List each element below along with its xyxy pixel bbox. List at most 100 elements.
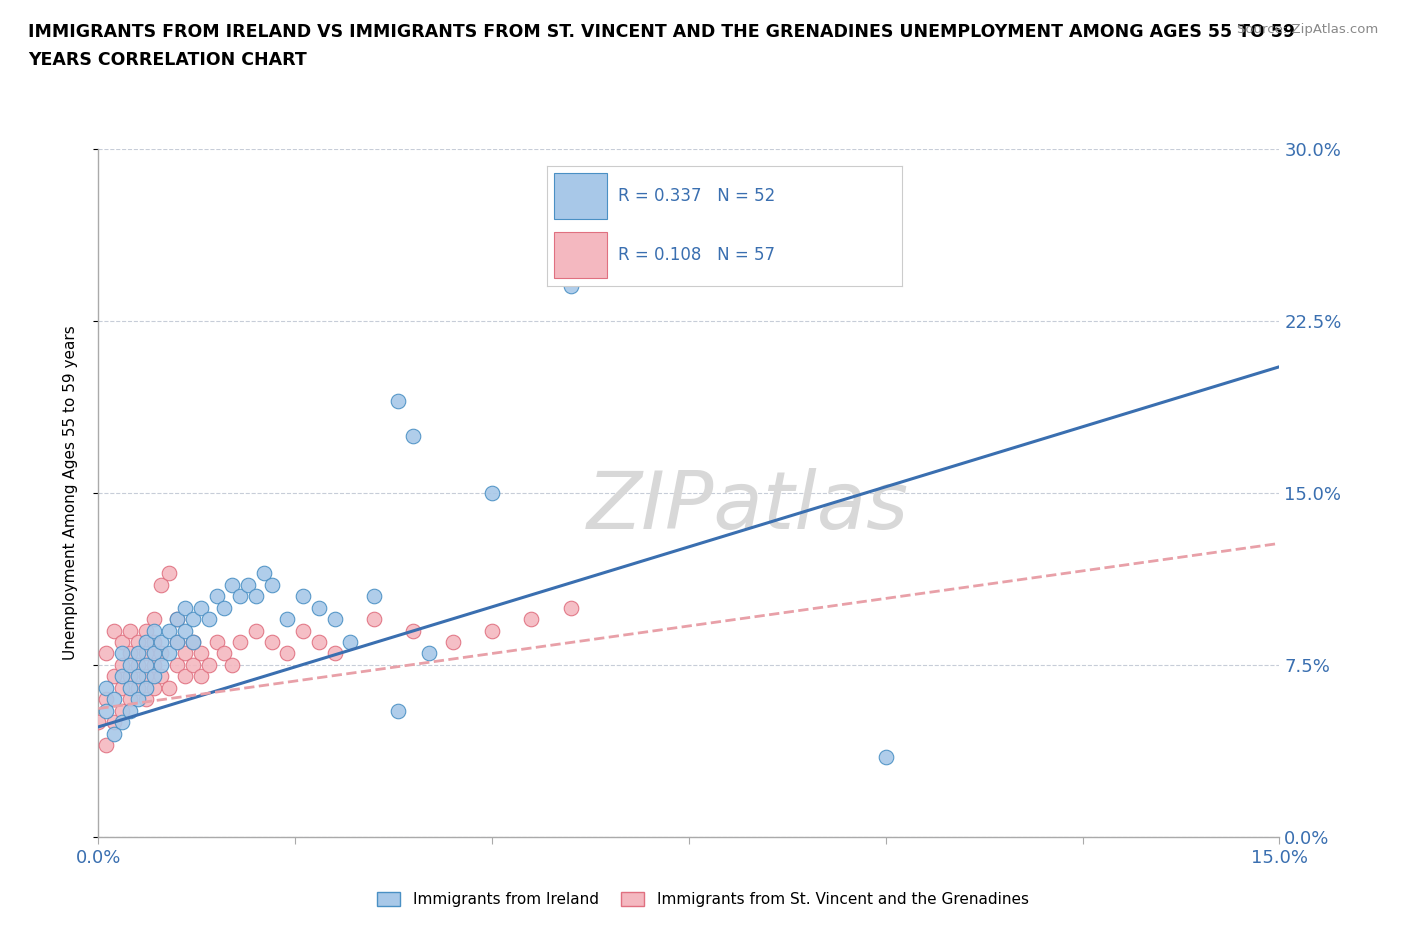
Point <box>214 646 236 661</box>
Point <box>96 737 118 752</box>
Point <box>111 681 134 696</box>
Point <box>418 646 440 661</box>
Point <box>118 658 141 672</box>
Point <box>118 692 141 707</box>
Point <box>135 658 157 672</box>
Point <box>135 646 157 661</box>
Point <box>142 681 165 696</box>
Point <box>150 658 173 672</box>
Point <box>96 646 118 661</box>
Point <box>135 692 157 707</box>
Point <box>197 658 219 672</box>
Point <box>166 634 188 649</box>
Point <box>96 703 118 718</box>
Point <box>111 646 134 661</box>
Point <box>276 646 298 661</box>
Point <box>197 612 219 627</box>
Point <box>481 623 503 638</box>
Point <box>875 750 897 764</box>
Point <box>292 623 315 638</box>
Point <box>174 623 197 638</box>
Point <box>103 692 125 707</box>
Point <box>166 634 188 649</box>
Point <box>96 692 118 707</box>
Point <box>127 681 149 696</box>
Point <box>166 612 188 627</box>
Point <box>96 681 118 696</box>
Point <box>339 634 361 649</box>
Point <box>150 646 173 661</box>
Point <box>481 485 503 500</box>
Text: YEARS CORRELATION CHART: YEARS CORRELATION CHART <box>28 51 307 69</box>
Point <box>205 589 228 604</box>
Point <box>150 578 173 592</box>
Point <box>190 646 212 661</box>
Point <box>402 428 425 443</box>
Point <box>127 646 149 661</box>
Point <box>323 612 346 627</box>
Point <box>387 703 409 718</box>
Point <box>253 565 276 580</box>
Point <box>323 646 346 661</box>
Point <box>190 600 212 615</box>
Point <box>111 634 134 649</box>
Point <box>135 669 157 684</box>
Point <box>229 634 252 649</box>
Point <box>111 703 134 718</box>
Point <box>245 623 267 638</box>
Point <box>142 612 165 627</box>
Point <box>276 612 298 627</box>
Point <box>142 623 165 638</box>
Point <box>87 715 110 730</box>
Point <box>560 600 582 615</box>
Point <box>157 646 180 661</box>
Point <box>560 279 582 294</box>
Point <box>157 565 180 580</box>
Point <box>205 634 228 649</box>
Point <box>245 589 267 604</box>
Point <box>150 669 173 684</box>
Y-axis label: Unemployment Among Ages 55 to 59 years: Unemployment Among Ages 55 to 59 years <box>63 326 77 660</box>
Point <box>174 646 197 661</box>
Point <box>236 578 259 592</box>
Point <box>118 703 141 718</box>
Point <box>142 669 165 684</box>
Point <box>260 578 283 592</box>
Point <box>363 589 385 604</box>
Point <box>103 669 125 684</box>
Point <box>142 634 165 649</box>
Point <box>181 634 204 649</box>
Point <box>127 692 149 707</box>
Point <box>166 612 188 627</box>
Point <box>441 634 464 649</box>
Point <box>111 658 134 672</box>
Point <box>142 646 165 661</box>
Point <box>174 669 197 684</box>
Point <box>142 658 165 672</box>
Point <box>308 600 330 615</box>
Text: IMMIGRANTS FROM IRELAND VS IMMIGRANTS FROM ST. VINCENT AND THE GRENADINES UNEMPL: IMMIGRANTS FROM IRELAND VS IMMIGRANTS FR… <box>28 23 1295 41</box>
Point <box>402 623 425 638</box>
Point <box>229 589 252 604</box>
Point <box>127 669 149 684</box>
Point <box>127 658 149 672</box>
Point <box>181 658 204 672</box>
Point <box>308 634 330 649</box>
Legend: Immigrants from Ireland, Immigrants from St. Vincent and the Grenadines: Immigrants from Ireland, Immigrants from… <box>371 885 1035 913</box>
Point <box>103 715 125 730</box>
Point <box>157 681 180 696</box>
Text: Source: ZipAtlas.com: Source: ZipAtlas.com <box>1237 23 1378 36</box>
Point <box>150 634 173 649</box>
Point <box>174 600 197 615</box>
Point <box>214 600 236 615</box>
Point <box>166 658 188 672</box>
Point <box>181 634 204 649</box>
Point <box>127 634 149 649</box>
Point <box>363 612 385 627</box>
Point <box>520 612 543 627</box>
Point <box>135 623 157 638</box>
Point <box>135 634 157 649</box>
Point <box>111 715 134 730</box>
Point <box>135 681 157 696</box>
Point <box>118 681 141 696</box>
